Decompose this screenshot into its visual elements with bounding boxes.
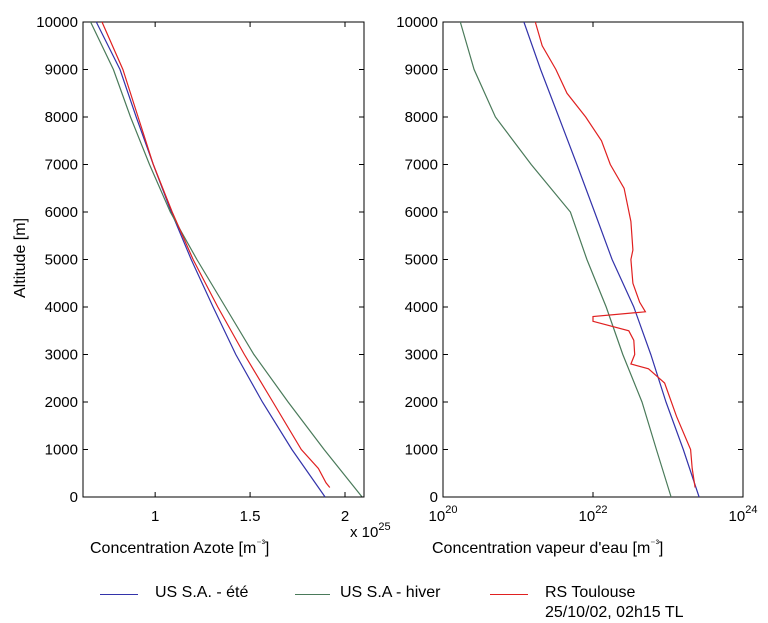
y-tick-label: 10000 [36, 14, 78, 31]
legend-rs-date: 25/10/02, 02h15 TL [545, 604, 684, 621]
y-tick-label: 5000 [405, 252, 438, 269]
axes-ticks: 0 1000 2000 3000 4000 5000 6000 7000 8000 9000 100… [36, 14, 757, 525]
y-tick-label: 5000 [45, 252, 78, 269]
multiplier-exponent: 25 [378, 521, 390, 533]
left-plot-series [90, 21, 363, 498]
y-tick-label: 1000 [405, 442, 438, 459]
right-x-axis-label: Concentration vapeur d'eau [m⁻³] [432, 539, 663, 557]
y-tick-label: 8000 [405, 109, 438, 126]
y-tick-label: 6000 [405, 204, 438, 221]
y-tick-label: 2000 [405, 394, 438, 411]
y-tick-label: 7000 [405, 157, 438, 174]
y-tick-label: 6000 [45, 204, 78, 221]
legend-rs-label: RS Toulouse [545, 584, 636, 601]
series-ete-line [95, 21, 326, 498]
y-tick-label: 9000 [45, 62, 78, 79]
legend-hiver-label: US S.A - hiver [340, 584, 441, 601]
series-rs-line [101, 21, 331, 488]
x-tick-label: 1.5 [240, 508, 261, 525]
legend-ete-swatch [100, 594, 138, 595]
left-y-axis-label: Altitude [m] [12, 218, 29, 298]
y-tick-label: 1000 [45, 442, 78, 459]
y-tick-label: 4000 [45, 299, 78, 316]
series-hiver-line [459, 21, 672, 498]
left-plot-frame [82, 21, 365, 498]
series-ete-line [523, 21, 700, 498]
x-tick-label: 1 [151, 508, 159, 525]
y-tick-label: 2000 [45, 394, 78, 411]
series-hiver-line [90, 21, 363, 498]
series-rs-line [534, 21, 696, 488]
legend-ete-label: US S.A. - été [155, 584, 249, 601]
x-tick-label: 1024 [729, 504, 758, 525]
left-x-multiplier: x 1025 [350, 521, 391, 541]
y-tick-label: 8000 [45, 109, 78, 126]
x-tick-label: 2 [341, 508, 349, 525]
x-tick-label: 1022 [579, 504, 608, 525]
y-tick-label: 7000 [45, 157, 78, 174]
y-tick-label: 3000 [45, 347, 78, 364]
legend-hiver-swatch [295, 594, 330, 595]
y-tick-label: 0 [430, 489, 438, 506]
left-x-axis-label: Concentration Azote [m⁻³] [90, 539, 269, 557]
legend-rs-swatch [490, 594, 528, 595]
y-tick-label: 3000 [405, 347, 438, 364]
right-plot-frame [442, 21, 744, 498]
x-tick-label: 1020 [429, 504, 458, 525]
y-tick-label: 4000 [405, 299, 438, 316]
multiplier-base: x 10 [350, 524, 378, 541]
y-tick-label: 0 [70, 489, 78, 506]
y-tick-label: 9000 [405, 62, 438, 79]
y-tick-label: 10000 [396, 14, 438, 31]
right-plot-series [459, 21, 700, 498]
